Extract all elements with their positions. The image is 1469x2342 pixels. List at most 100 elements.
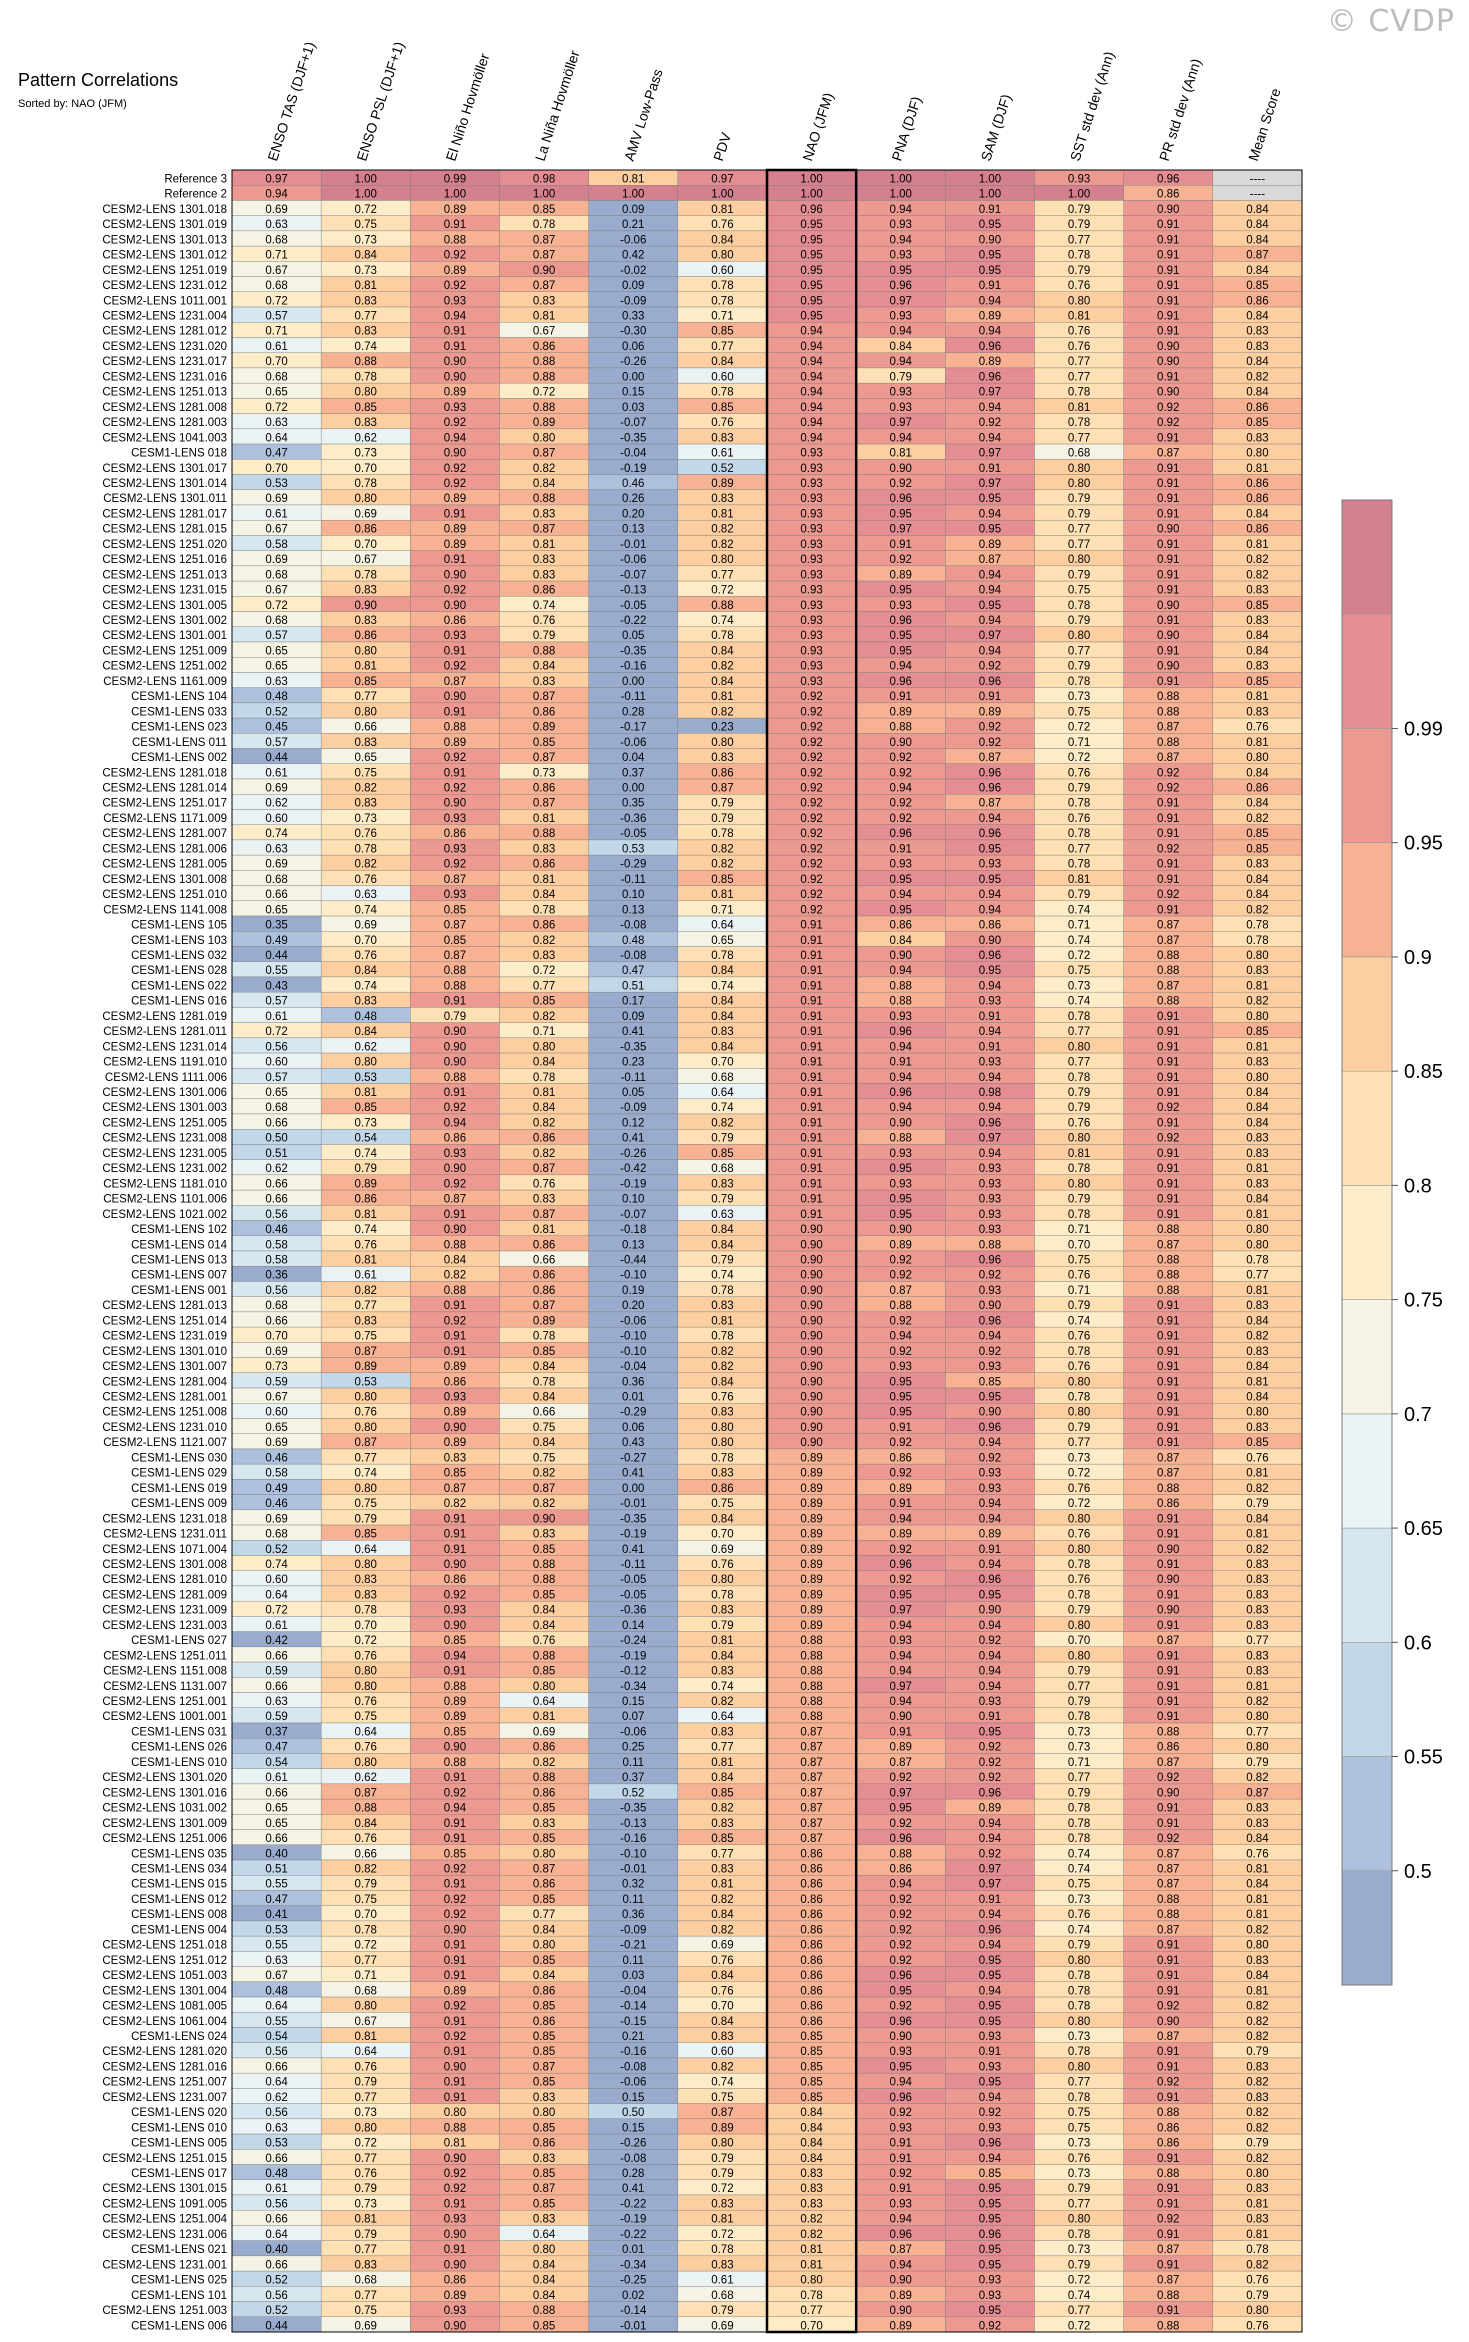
- row-label: CESM2-LENS 1251.009: [102, 645, 227, 657]
- cell-value: 0.92: [800, 798, 822, 810]
- cell-value: 0.91: [800, 996, 822, 1008]
- cell-value: 0.84: [711, 1772, 734, 1784]
- cell-value: 0.74: [711, 980, 734, 992]
- cell-value: 0.96: [979, 676, 1001, 688]
- cell-value: 0.41: [622, 1544, 644, 1556]
- cell-value: 0.92: [1157, 843, 1179, 855]
- cell-value: 0.87: [355, 1346, 377, 1358]
- cell-value: 0.79: [1068, 1300, 1090, 1312]
- cell-value: 0.79: [711, 1620, 733, 1632]
- cell-value: 0.82: [444, 1270, 466, 1282]
- cell-value: 0.58: [265, 1239, 287, 1251]
- cell-value: 0.49: [265, 1483, 287, 1495]
- cell-value: 0.92: [890, 1544, 912, 1556]
- cell-value: 0.67: [265, 1970, 287, 1982]
- cell-value: 0.82: [711, 1924, 733, 1936]
- cell-value: 0.90: [1157, 1544, 1179, 1556]
- cell-value: 0.76: [1068, 341, 1090, 353]
- cell-value: 0.54: [355, 1133, 378, 1145]
- cell-value: 0.69: [265, 1346, 287, 1358]
- cell-value: 0.88: [1157, 996, 1179, 1008]
- cell-value: -0.08: [620, 920, 646, 932]
- cell-value: 0.74: [355, 904, 378, 916]
- cell-value: 0.93: [890, 387, 912, 399]
- cell-value: 0.83: [533, 950, 555, 962]
- cell-value: 0.94: [979, 1559, 1002, 1571]
- cell-value: 0.78: [1246, 1254, 1268, 1266]
- cell-value: 0.83: [1246, 1620, 1268, 1632]
- cell-value: 0.95: [890, 904, 912, 916]
- cell-value: 0.92: [800, 737, 822, 749]
- colorbar-bin: [1341, 842, 1393, 958]
- cell-value: 0.97: [979, 387, 1001, 399]
- cell-value: 0.85: [800, 2046, 822, 2058]
- cell-value: 0.88: [1157, 950, 1179, 962]
- cell-value: 0.48: [265, 1985, 287, 1997]
- row-label: CESM2-LENS 1301.008: [102, 1559, 227, 1571]
- cell-value: 0.80: [533, 1681, 555, 1693]
- cell-value: 0.91: [1157, 1057, 1179, 1069]
- cell-value: 0.88: [533, 402, 555, 414]
- cell-value: 0.92: [890, 1315, 912, 1327]
- cell-value: -0.09: [620, 295, 646, 307]
- cell-value: 0.84: [1246, 234, 1269, 246]
- cell-value: 0.86: [800, 1894, 822, 1906]
- cell-value: 0.60: [711, 2046, 733, 2058]
- cell-value: 0.78: [711, 1285, 733, 1297]
- cell-value: 0.91: [979, 1011, 1001, 1023]
- cell-value: 0.94: [979, 1072, 1002, 1084]
- cell-value: 0.88: [890, 996, 912, 1008]
- cell-value: 0.81: [533, 1087, 555, 1099]
- cell-value: 0.80: [1068, 1133, 1090, 1145]
- cell-value: 0.55: [265, 965, 287, 977]
- cell-value: 0.88: [533, 371, 555, 383]
- cell-value: -0.36: [620, 1605, 646, 1617]
- cell-value: 0.85: [355, 1529, 377, 1541]
- cell-value: 0.91: [800, 1194, 822, 1206]
- row-label: CESM2-LENS 1301.001: [102, 630, 227, 642]
- cell-value: 1.00: [533, 189, 555, 201]
- cell-value: 0.91: [800, 1209, 822, 1221]
- cell-value: 0.95: [979, 265, 1001, 277]
- cell-value: 0.92: [979, 1742, 1001, 1754]
- cell-value: 0.91: [1157, 1985, 1179, 1997]
- cell-value: 0.88: [890, 722, 912, 734]
- cell-value: 0.92: [890, 1940, 912, 1952]
- cell-value: 0.77: [355, 1300, 377, 1312]
- row-label: CESM2-LENS 1231.009: [102, 1605, 227, 1617]
- cell-value: 0.50: [265, 1133, 287, 1145]
- cell-value: 0.98: [533, 173, 555, 185]
- row-label: CESM1-LENS 014: [131, 1239, 227, 1251]
- cell-value: 0.92: [979, 417, 1001, 429]
- cell-value: 0.80: [1246, 752, 1268, 764]
- colorbar-bin: [1341, 1756, 1393, 1872]
- row-label: CESM2-LENS 1161.009: [103, 676, 227, 688]
- cell-value: 0.76: [355, 1833, 377, 1845]
- cell-value: 0.91: [979, 1041, 1001, 1053]
- cell-value: 0.70: [355, 463, 377, 475]
- cell-value: 0.88: [533, 1574, 555, 1586]
- cell-value: 0.86: [1157, 2138, 1179, 2150]
- cell-value: 0.86: [890, 1452, 912, 1464]
- row-label: CESM2-LENS 1281.018: [102, 767, 227, 779]
- column-label: Mean Score: [1245, 86, 1284, 163]
- cell-value: 0.96: [890, 1833, 912, 1845]
- cell-value: 0.75: [355, 1711, 377, 1723]
- row-label: CESM2-LENS 1251.015: [102, 2153, 227, 2165]
- cell-value: 0.74: [711, 2077, 734, 2089]
- cell-value: -0.01: [620, 1863, 646, 1875]
- cell-value: 0.70: [355, 1909, 377, 1921]
- cell-value: 0.83: [533, 508, 555, 520]
- cell-value: 0.94: [979, 1833, 1002, 1845]
- cell-value: 0.88: [800, 1696, 822, 1708]
- cell-value: 0.91: [1157, 539, 1179, 551]
- cell-value: 0.86: [1246, 478, 1268, 490]
- cell-value: 0.95: [979, 493, 1001, 505]
- row-label: CESM1-LENS 012: [131, 1894, 227, 1906]
- cell-value: 0.92: [1157, 1102, 1179, 1114]
- cell-value: 0.72: [265, 295, 287, 307]
- cell-value: 0.91: [1157, 828, 1179, 840]
- cell-value: 0.81: [533, 1711, 555, 1723]
- cell-value: 0.94: [890, 1620, 913, 1632]
